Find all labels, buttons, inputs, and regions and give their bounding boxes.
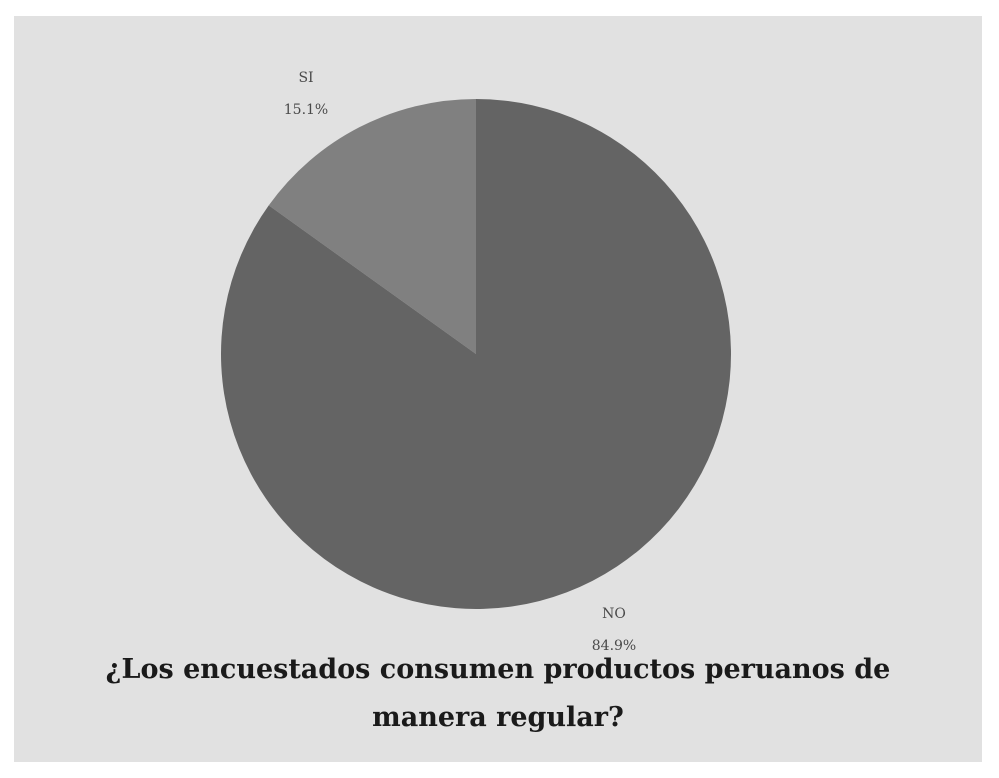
slice-label-si: SI (298, 70, 313, 86)
slice-label-no: NO (602, 606, 626, 622)
pie-chart: SI 15.1% NO 84.9% (221, 70, 732, 654)
chart-panel: SI 15.1% NO 84.9% ¿Los encuestados consumen… (14, 16, 982, 762)
chart-title: ¿Los encuestados consumen productos peru… (14, 646, 982, 742)
slice-value-no: 84.9% (592, 638, 636, 654)
chart-title-line-2: manera regular? (372, 702, 624, 733)
pie-slice-si (268, 99, 476, 354)
pie-slices (221, 99, 732, 610)
slice-value-si: 15.1% (284, 102, 328, 118)
pie-slice-no (221, 99, 732, 610)
slice-labels: SI 15.1% NO 84.9% (284, 70, 636, 654)
chart-title-line-1: ¿Los encuestados consumen productos peru… (105, 654, 891, 685)
